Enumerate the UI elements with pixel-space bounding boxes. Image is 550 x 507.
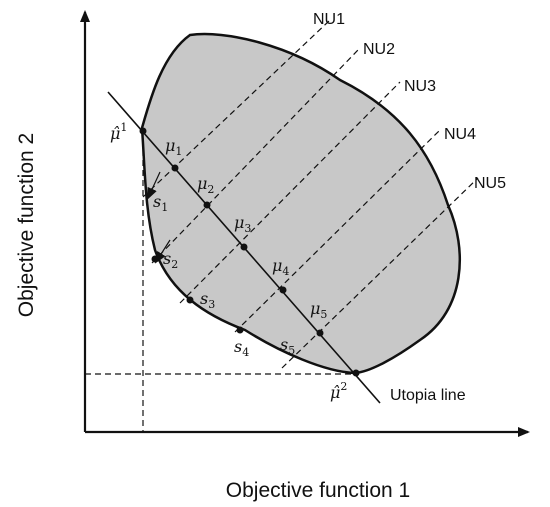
mu-label-4: μ4 <box>272 256 289 278</box>
points <box>139 127 360 377</box>
nu1-label: NU1 <box>313 11 345 28</box>
mu-label-1: μ1 <box>165 136 182 158</box>
mu-label-5: μ5 <box>310 299 327 321</box>
nu4-label: NU4 <box>444 126 476 143</box>
mu-point-1 <box>171 164 179 172</box>
normal-line-nu5 <box>281 177 479 369</box>
normal-line-nu4 <box>234 129 441 333</box>
nu5-label: NU5 <box>474 175 506 192</box>
projection-arrow-1 <box>147 171 161 200</box>
anchor-point-1 <box>139 127 147 135</box>
mu-label-2: μ2 <box>197 174 214 196</box>
anchor-label-2: μ̂2 <box>330 380 347 402</box>
s-label-4: s4 <box>234 337 249 359</box>
s-point-3 <box>186 296 194 304</box>
y-axis-title: Objective function 2 <box>15 133 38 317</box>
anchor-point-2 <box>352 369 360 377</box>
s-point-2 <box>151 255 159 263</box>
mu-point-3 <box>240 243 248 251</box>
s-label-2: s2 <box>163 249 178 271</box>
x-axis-title: Objective function 1 <box>226 479 410 502</box>
anchor-label-1: μ̂1 <box>110 121 127 143</box>
s-point-4 <box>236 326 244 334</box>
mu-point-4 <box>279 286 287 294</box>
utopia-line-label: Utopia line <box>390 387 466 404</box>
nu2-label: NU2 <box>363 41 395 58</box>
s-label-1: s1 <box>153 192 168 214</box>
s-label-3: s3 <box>200 289 215 311</box>
normal-line-nu3 <box>179 81 401 304</box>
mu-point-2 <box>203 201 211 209</box>
mu-point-5 <box>316 329 324 337</box>
s-label-5: s5 <box>280 335 295 357</box>
mu-label-3: μ3 <box>234 213 251 235</box>
nu3-label: NU3 <box>404 78 436 95</box>
